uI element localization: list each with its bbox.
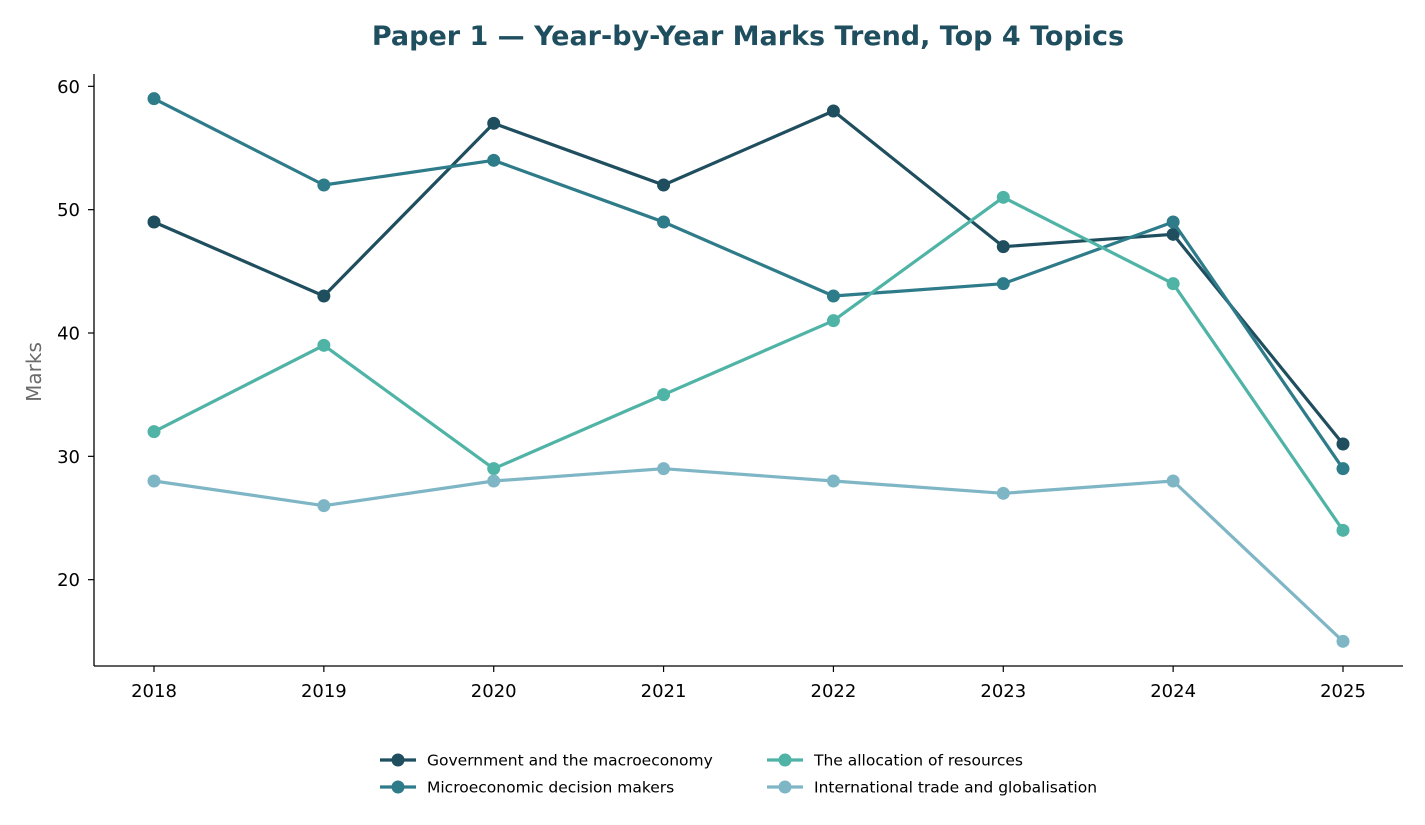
data-point xyxy=(1166,215,1180,229)
data-point xyxy=(1166,474,1180,488)
legend-swatch-marker xyxy=(778,753,792,767)
y-tick-label: 40 xyxy=(57,324,80,345)
data-point xyxy=(826,314,840,328)
data-point xyxy=(657,215,671,229)
data-point xyxy=(996,277,1010,291)
legend-label: International trade and globalisation xyxy=(814,779,1097,797)
x-ticks: 2018 2019 2020 2021 2022 2023 2024 2025 xyxy=(131,666,1366,702)
data-point xyxy=(826,104,840,118)
data-point xyxy=(996,240,1010,254)
y-ticks: 20 30 40 50 60 xyxy=(57,77,94,591)
legend-label: The allocation of resources xyxy=(813,752,1023,770)
data-point xyxy=(147,215,161,229)
data-point xyxy=(1166,227,1180,241)
series-line xyxy=(152,97,1345,471)
y-tick-label: 30 xyxy=(57,447,80,468)
x-tick-label: 2024 xyxy=(1150,681,1196,702)
x-tick-label: 2018 xyxy=(131,681,177,702)
legend-item: International trade and globalisation xyxy=(767,779,1097,797)
legend: Government and the macroeconomy Microecon… xyxy=(380,752,1097,797)
series-4 xyxy=(147,462,1350,648)
series-3 xyxy=(147,190,1350,537)
data-point xyxy=(317,289,331,303)
legend-item: Government and the macroeconomy xyxy=(380,752,713,770)
data-point xyxy=(826,474,840,488)
data-point xyxy=(317,178,331,192)
x-tick-label: 2020 xyxy=(471,681,517,702)
data-point xyxy=(657,462,671,476)
legend-label: Government and the macroeconomy xyxy=(427,752,713,770)
data-point xyxy=(1166,277,1180,291)
data-point xyxy=(1336,634,1350,648)
y-tick-label: 20 xyxy=(57,570,80,591)
data-point xyxy=(487,116,501,130)
legend-item: The allocation of resources xyxy=(767,752,1023,770)
legend-label: Microeconomic decision makers xyxy=(427,779,674,797)
legend-item: Microeconomic decision makers xyxy=(380,779,674,797)
series-layer xyxy=(147,92,1350,648)
series-line xyxy=(152,109,1345,446)
series-line xyxy=(152,195,1345,532)
data-point xyxy=(826,289,840,303)
data-point xyxy=(1336,523,1350,537)
data-point xyxy=(996,190,1010,204)
legend-swatch-marker xyxy=(391,753,405,767)
x-tick-label: 2022 xyxy=(811,681,857,702)
series-1 xyxy=(147,104,1350,451)
data-point xyxy=(1336,462,1350,476)
x-tick-label: 2021 xyxy=(641,681,687,702)
legend-swatch-marker xyxy=(778,780,792,794)
legend-swatch-marker xyxy=(391,780,405,794)
x-tick-label: 2019 xyxy=(301,681,347,702)
series-line xyxy=(152,467,1345,643)
y-tick-label: 60 xyxy=(57,77,80,98)
data-point xyxy=(317,499,331,513)
data-point xyxy=(147,425,161,439)
data-point xyxy=(147,474,161,488)
data-point xyxy=(147,92,161,106)
x-tick-label: 2023 xyxy=(980,681,1026,702)
data-point xyxy=(1336,437,1350,451)
x-tick-label: 2025 xyxy=(1320,681,1366,702)
y-axis-label: Marks xyxy=(22,342,46,402)
data-point xyxy=(487,153,501,167)
data-point xyxy=(657,388,671,402)
data-point xyxy=(487,462,501,476)
data-point xyxy=(317,338,331,352)
data-point xyxy=(996,486,1010,500)
data-point xyxy=(487,474,501,488)
y-tick-label: 50 xyxy=(57,200,80,221)
chart-title: Paper 1 — Year-by-Year Marks Trend, Top … xyxy=(372,21,1124,52)
data-point xyxy=(657,178,671,192)
series-2 xyxy=(147,92,1350,476)
